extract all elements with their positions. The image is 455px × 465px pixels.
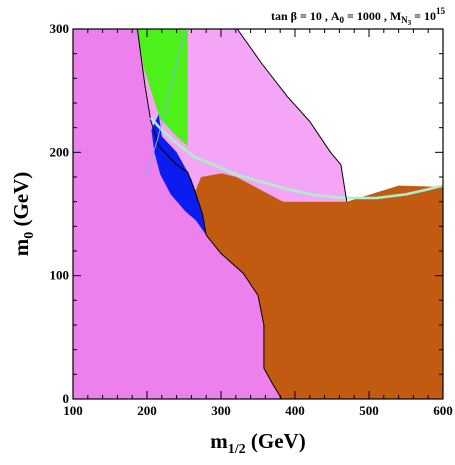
plot-frame — [72, 28, 444, 400]
annotation-label: tan β = 10 , A0 = 1000 , MN3 = 1015 — [271, 6, 446, 27]
y-axis-title: m0 (GeV) — [9, 172, 37, 257]
x-tick-label: 300 — [211, 403, 231, 418]
black-boundary-line — [236, 28, 348, 202]
annotation-sub2: N — [401, 15, 408, 25]
annotation-part3: = 10 — [411, 9, 436, 23]
x-tick-label: 500 — [359, 403, 379, 418]
y-axis-title-main: m — [9, 238, 33, 256]
mint-boundary-line — [149, 116, 444, 200]
y-tick-label: 100 — [50, 268, 70, 283]
brown-region — [195, 173, 443, 399]
y-tick-label: 200 — [50, 144, 70, 159]
annotation-part2: = 1000 , M — [344, 9, 401, 23]
x-axis-title-main: m — [210, 429, 228, 453]
y-tick-label: 0 — [63, 391, 70, 406]
magenta-region — [73, 29, 282, 399]
x-tick-label: 600 — [433, 403, 453, 418]
x-tick-label: 200 — [137, 403, 157, 418]
regions-layer — [73, 28, 443, 400]
x-axis-title-unit: (GeV) — [246, 429, 306, 453]
annotation-sub2b: 3 — [408, 19, 412, 27]
lines-layer — [145, 28, 444, 202]
y-axis-title-unit: (GeV) — [9, 172, 33, 232]
thin-blue-line — [145, 28, 186, 178]
magenta-boundary-outline — [136, 28, 283, 400]
x-tick-label: 100 — [63, 403, 83, 418]
ticks-layer — [72, 28, 444, 400]
x-tick-label: 400 — [285, 403, 305, 418]
annotation-sub1: 0 — [339, 15, 344, 25]
x-axis-title: m1/2 (GeV) — [210, 429, 305, 457]
green-region — [137, 29, 188, 147]
x-axis-title-sub: 1/2 — [228, 442, 246, 457]
y-tick-label: 300 — [50, 21, 70, 36]
blue-region — [151, 114, 207, 235]
light-pink-region — [137, 29, 347, 202]
annotation-sup: 15 — [436, 6, 446, 16]
annotation-part1: tan β = 10 , A — [271, 9, 340, 23]
y-axis-title-sub: 0 — [22, 232, 37, 239]
